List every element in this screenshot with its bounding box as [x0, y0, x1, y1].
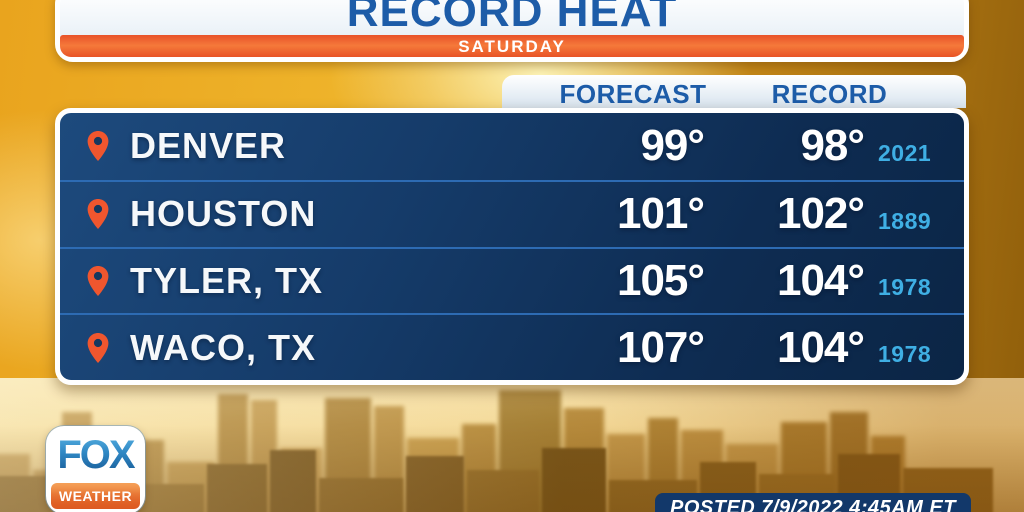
- column-header-forecast: FORECAST: [559, 79, 707, 109]
- city-skyline: [0, 378, 1024, 512]
- city-label: HOUSTON: [130, 193, 317, 235]
- table-row: DENVER 99° 98° 2021: [60, 113, 964, 180]
- city-label: TYLER, TX: [130, 259, 324, 301]
- record-temp: 104°: [776, 255, 865, 305]
- location-pin-icon: [86, 130, 110, 162]
- location-pin-icon: [86, 265, 110, 297]
- record-year: 1889: [878, 207, 932, 234]
- page-title: RECORD HEAT: [346, 0, 678, 36]
- city-label: DENVER: [130, 125, 287, 167]
- forecast-temp: 99°: [640, 121, 705, 171]
- forecast-temp: 105°: [616, 255, 705, 305]
- posted-badge: POSTED 7/9/2022 4:45AM ET: [655, 493, 971, 512]
- column-header-record: RECORD: [771, 79, 888, 109]
- column-header-strip: FORECAST RECORD: [502, 75, 966, 109]
- day-label: SATURDAY: [458, 36, 566, 56]
- table-row: TYLER, TX 105° 104° 1978: [60, 246, 964, 314]
- table-row: WACO, TX 107° 104° 1978: [60, 313, 964, 380]
- forecast-temp: 101°: [616, 189, 705, 239]
- record-temp: 104°: [776, 322, 865, 372]
- day-banner: SATURDAY: [60, 35, 964, 57]
- table-row: HOUSTON 101° 102° 1889: [60, 179, 964, 247]
- fox-logo-text: FOX: [51, 428, 140, 483]
- city-label: WACO, TX: [130, 326, 316, 368]
- weather-logo-text: WEATHER: [51, 483, 140, 509]
- skyline-haze-overlay: [0, 378, 1024, 512]
- forecast-temp: 107°: [616, 322, 705, 372]
- record-temp: 98°: [800, 121, 865, 171]
- record-year: 1978: [878, 274, 932, 301]
- temperature-table: DENVER 99° 98° 2021 HOUSTON 101° 102° 18…: [55, 108, 969, 385]
- record-year: 2021: [878, 139, 932, 166]
- fox-weather-logo: FOX WEATHER: [46, 426, 145, 512]
- location-pin-icon: [86, 198, 110, 230]
- record-temp: 102°: [776, 189, 865, 239]
- location-pin-icon: [86, 332, 110, 364]
- header-panel: RECORD HEAT SATURDAY: [55, 0, 969, 62]
- record-year: 1978: [878, 341, 932, 368]
